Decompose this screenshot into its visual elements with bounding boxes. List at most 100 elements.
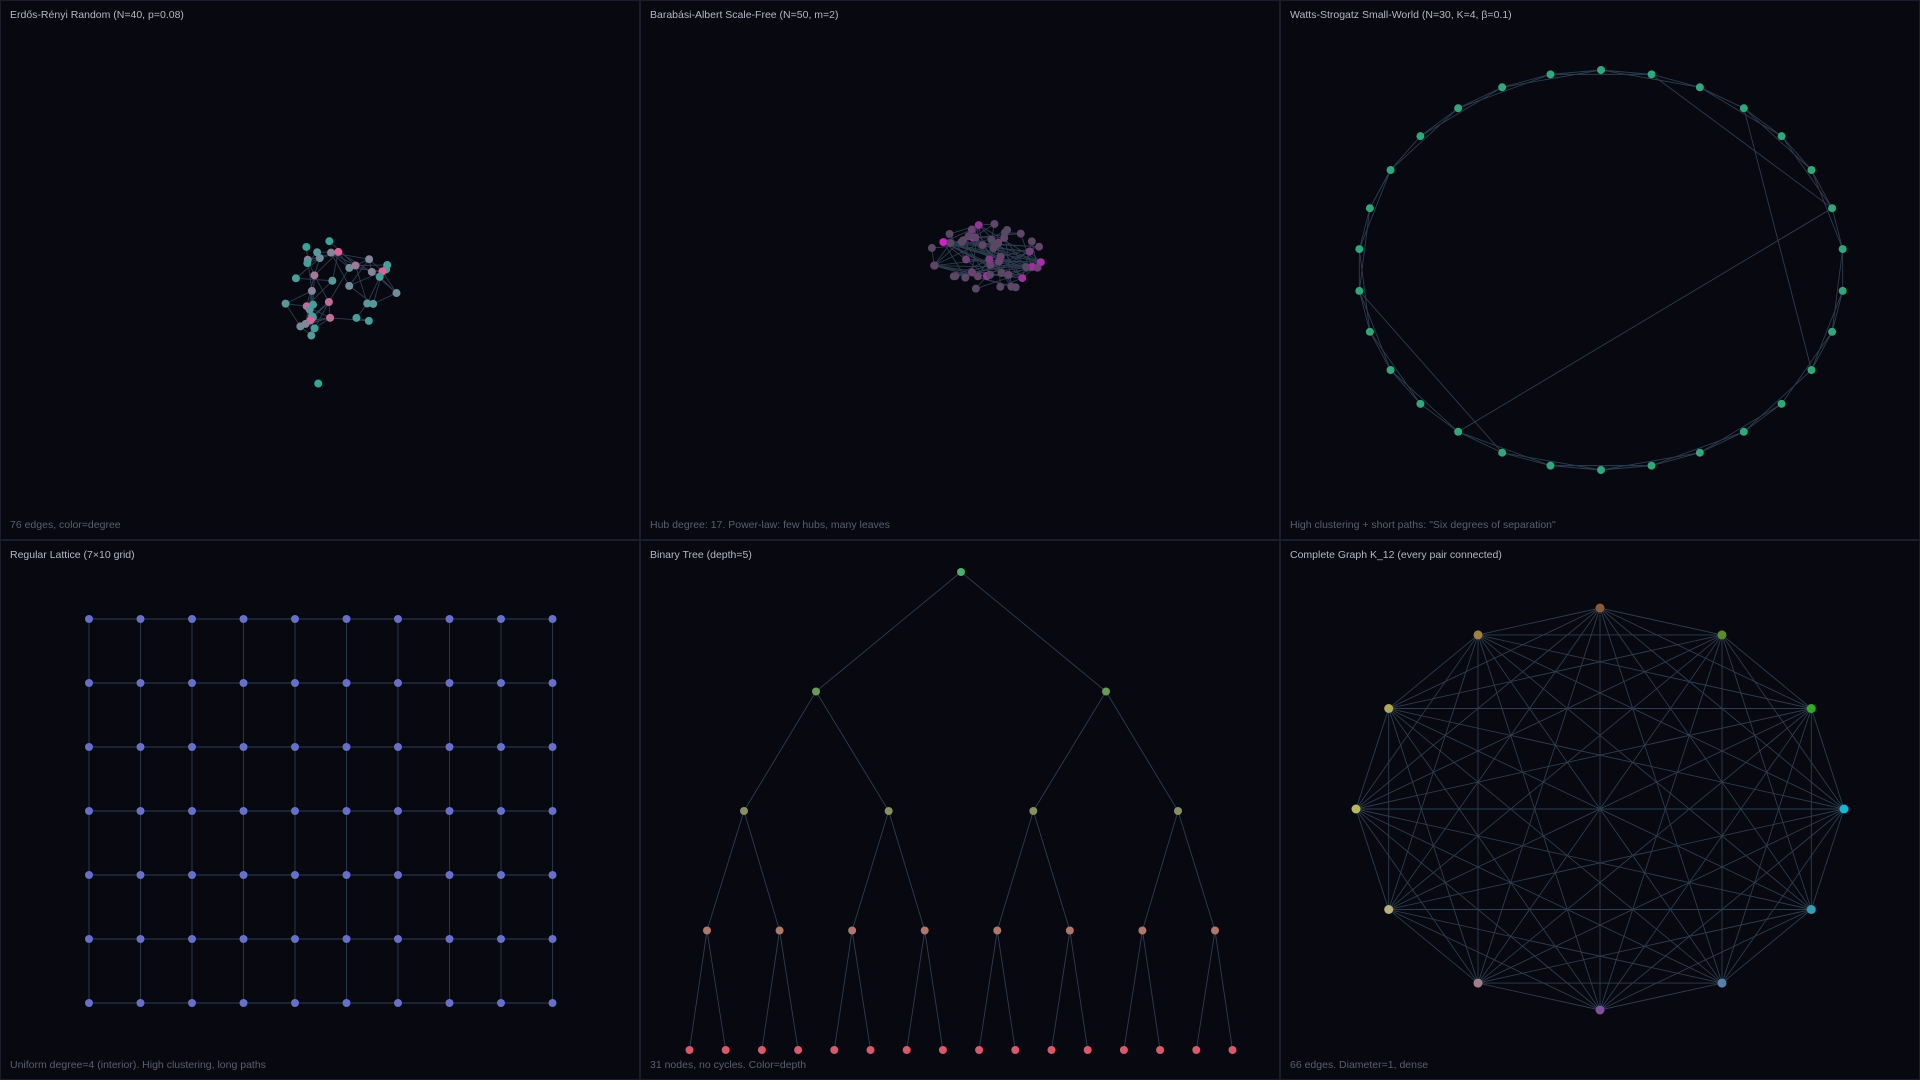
panel-ba: Barabási-Albert Scale-Free (N=50, m=2) H…	[640, 0, 1280, 540]
node	[848, 926, 857, 935]
edge	[934, 259, 990, 266]
ws-graph	[1355, 66, 1847, 474]
edge	[1831, 290, 1844, 332]
panel-ws: Watts-Strogatz Small-World (N=30, K=4, β…	[1280, 0, 1920, 540]
node	[757, 1046, 766, 1054]
edge	[1390, 369, 1459, 433]
edge	[355, 265, 368, 304]
node	[1739, 104, 1748, 113]
node	[902, 1046, 911, 1054]
node	[685, 1046, 694, 1054]
panel-tree: Binary Tree (depth=5) 31 nodes, no cycle…	[640, 540, 1280, 1080]
node	[939, 238, 948, 247]
edge	[1457, 86, 1503, 109]
node	[775, 926, 784, 935]
complete-graph	[1351, 603, 1849, 1015]
node	[1807, 366, 1816, 374]
edge	[1651, 74, 1833, 209]
edge	[1369, 331, 1391, 371]
edge	[1358, 208, 1371, 250]
node	[136, 743, 145, 751]
node	[703, 926, 711, 935]
edge	[706, 810, 745, 931]
edge	[1105, 691, 1179, 812]
node	[1807, 166, 1816, 174]
node	[957, 568, 965, 576]
node	[1083, 1046, 1092, 1054]
edge	[1388, 708, 1601, 1011]
edge	[1457, 431, 1503, 454]
node	[927, 243, 936, 252]
edge	[1031, 241, 1038, 268]
panel-title: Binary Tree (depth=5)	[650, 549, 752, 561]
node	[1416, 132, 1425, 141]
node	[1473, 978, 1483, 988]
edge	[851, 810, 890, 931]
edge	[1388, 808, 1845, 910]
node	[394, 679, 402, 687]
node	[310, 271, 319, 280]
node	[281, 299, 290, 308]
node	[305, 305, 314, 314]
edge	[1781, 331, 1833, 405]
node	[369, 299, 378, 308]
edge	[1390, 135, 1421, 171]
node	[1473, 630, 1483, 640]
node	[1211, 926, 1219, 935]
node	[1355, 245, 1364, 254]
edge	[1477, 982, 1601, 1011]
edge	[1477, 634, 1723, 984]
node	[497, 999, 505, 1007]
edge	[1420, 107, 1459, 137]
node	[1454, 104, 1463, 113]
node	[1065, 926, 1074, 935]
node	[1384, 704, 1394, 713]
node	[291, 999, 299, 1007]
node	[961, 273, 970, 282]
edge	[996, 930, 1016, 1051]
node	[291, 274, 300, 283]
node	[445, 999, 454, 1007]
edge	[743, 810, 781, 931]
node	[188, 935, 196, 943]
panel-footer: 76 edges, color=degree	[10, 519, 121, 531]
node	[345, 281, 354, 290]
er-graph	[281, 237, 401, 388]
node	[188, 871, 196, 879]
edge	[1600, 465, 1652, 471]
edge	[1781, 135, 1833, 209]
edge	[329, 240, 356, 266]
edge	[1141, 810, 1179, 931]
node	[830, 1046, 839, 1054]
node	[1695, 83, 1704, 92]
edge	[349, 270, 383, 287]
node	[548, 807, 557, 815]
edge	[943, 241, 1027, 268]
node	[328, 276, 337, 285]
node	[291, 935, 299, 943]
node	[1047, 1046, 1056, 1054]
edge	[761, 930, 781, 1051]
node	[1033, 263, 1042, 272]
edge	[1388, 708, 1845, 810]
node	[1156, 1046, 1165, 1054]
node	[1011, 1046, 1020, 1054]
node	[497, 871, 505, 879]
edge	[1457, 207, 1833, 433]
edge	[1651, 73, 1700, 88]
node	[1546, 461, 1555, 470]
node	[445, 615, 454, 623]
node	[303, 259, 312, 268]
node	[291, 807, 299, 815]
edge	[1355, 808, 1479, 984]
node	[342, 935, 351, 943]
edge	[1831, 208, 1844, 250]
edge	[285, 290, 313, 305]
edge	[285, 303, 301, 327]
panel-footer: 66 edges. Diameter=1, dense	[1290, 1059, 1429, 1071]
edge	[1355, 808, 1390, 910]
node	[957, 237, 966, 246]
edge	[1000, 246, 1040, 258]
edge	[331, 251, 339, 281]
node	[1386, 166, 1395, 174]
